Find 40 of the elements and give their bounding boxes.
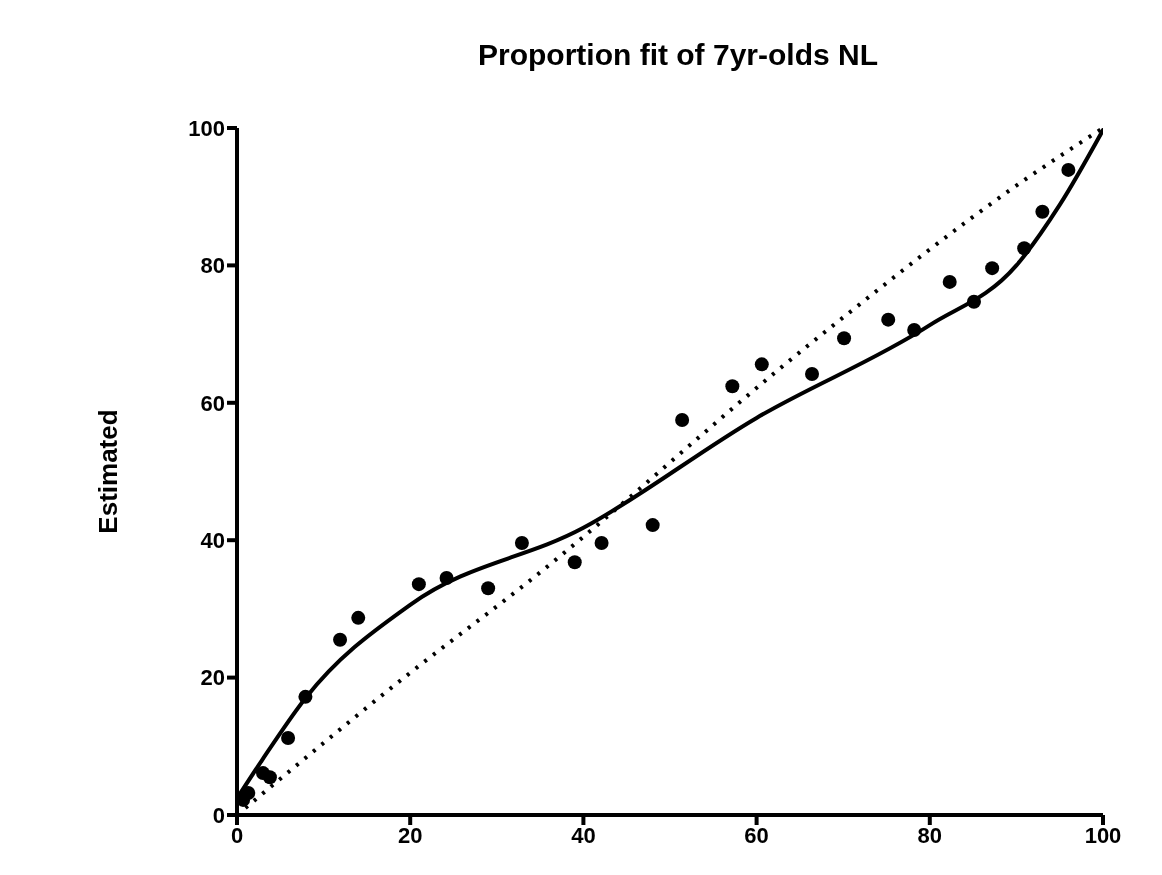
point xyxy=(966,294,981,309)
point xyxy=(645,518,660,533)
point xyxy=(514,535,529,550)
y-tick-label: 0 xyxy=(212,802,225,828)
point xyxy=(298,689,313,704)
y-tick-label: 100 xyxy=(188,115,225,141)
point xyxy=(907,322,922,337)
point xyxy=(1061,162,1076,177)
point xyxy=(1035,204,1050,219)
x-tick-label: 40 xyxy=(571,822,596,848)
point xyxy=(281,731,296,746)
point xyxy=(351,610,366,625)
x-tick-label: 80 xyxy=(917,822,943,848)
point xyxy=(481,581,496,596)
point xyxy=(411,577,426,592)
point xyxy=(881,312,896,327)
point xyxy=(567,555,582,570)
point xyxy=(805,366,820,381)
chart-title: Proportion fit of 7yr-olds NL xyxy=(477,38,879,72)
x-tick-label: 0 xyxy=(230,822,244,848)
y-tick-label: 80 xyxy=(200,253,225,279)
point xyxy=(942,274,957,289)
y-tick-label: 40 xyxy=(200,528,225,554)
x-tick-label: 60 xyxy=(744,822,769,848)
x-tick-label: 100 xyxy=(1084,822,1122,848)
point xyxy=(333,632,348,647)
point xyxy=(262,770,277,785)
point xyxy=(725,379,740,394)
x-tick-label: 20 xyxy=(397,822,423,848)
point xyxy=(594,535,609,550)
point xyxy=(241,786,256,801)
y-tick-label: 20 xyxy=(200,665,225,691)
y-axis-title: Estimated xyxy=(93,409,124,534)
point xyxy=(754,357,769,372)
point xyxy=(675,412,690,427)
point xyxy=(985,261,1000,276)
point xyxy=(837,331,852,346)
y-tick-label: 60 xyxy=(200,390,225,416)
point xyxy=(1017,241,1032,256)
point xyxy=(439,570,454,585)
